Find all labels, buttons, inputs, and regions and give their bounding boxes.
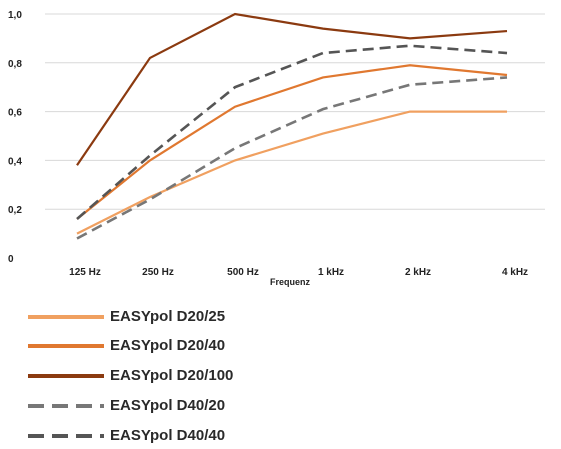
y-axis-ticks: 0 0,2 0,4 0,6 0,8 1,0 xyxy=(8,10,22,265)
legend-item: EASYpol D20/40 xyxy=(0,333,420,359)
legend-label: EASYpol D40/20 xyxy=(110,397,226,414)
legend-item: EASYpol D40/20 xyxy=(0,393,420,419)
x-tick-label: 1 kHz xyxy=(318,267,344,278)
gridlines xyxy=(45,13,545,210)
series-line xyxy=(76,76,508,240)
y-tick-label: 0,6 xyxy=(8,108,22,119)
legend-item: EASYpol D40/40 xyxy=(0,423,420,449)
y-tick-label: 0,4 xyxy=(8,156,22,167)
y-tick-label: 0 xyxy=(8,254,14,265)
y-tick-label: 0,8 xyxy=(8,59,22,70)
legend-label: EASYpol D20/100 xyxy=(110,367,234,384)
legend-swatch xyxy=(28,315,104,319)
series-line xyxy=(76,12,508,166)
legend-swatch xyxy=(28,374,104,378)
y-tick-label: 0,2 xyxy=(8,205,22,216)
x-tick-label: 250 Hz xyxy=(142,267,174,278)
x-tick-label: 500 Hz xyxy=(227,267,259,278)
series-line xyxy=(76,64,508,220)
x-tick-label: 2 kHz xyxy=(405,267,431,278)
legend-label: EASYpol D40/40 xyxy=(110,427,226,444)
x-axis-label: Frequenz xyxy=(270,277,311,287)
legend-item: EASYpol D20/100 xyxy=(0,363,420,389)
series-line xyxy=(76,110,507,235)
line-chart: 0 0,2 0,4 0,6 0,8 1,0 125 Hz 250 Hz 500 Hz 1 kHz… xyxy=(8,10,545,287)
legend-swatch xyxy=(28,404,104,408)
series-lines xyxy=(76,12,508,240)
x-tick-label: 125 Hz xyxy=(69,267,101,278)
legend-label: EASYpol D20/40 xyxy=(110,337,226,354)
legend-label: EASYpol D20/25 xyxy=(110,308,226,325)
legend-swatch xyxy=(28,344,104,348)
y-tick-label: 1,0 xyxy=(8,10,22,21)
x-axis-ticks: 125 Hz 250 Hz 500 Hz 1 kHz 2 kHz 4 kHz xyxy=(69,267,528,278)
legend-item: EASYpol D20/25 xyxy=(0,304,420,330)
legend-swatch xyxy=(28,434,104,438)
x-tick-label: 4 kHz xyxy=(502,267,528,278)
